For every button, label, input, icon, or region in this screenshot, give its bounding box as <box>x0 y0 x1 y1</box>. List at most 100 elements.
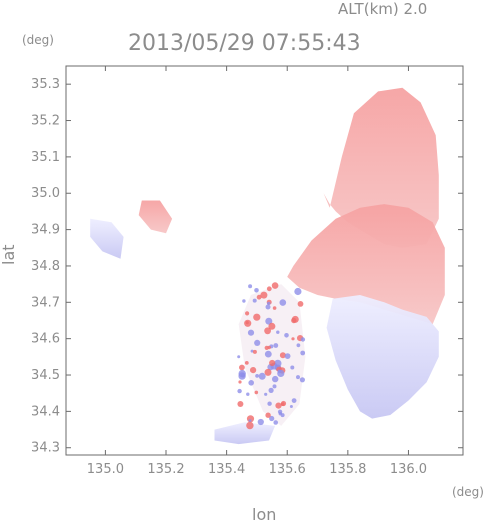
x-tick-label: 135.2 <box>147 462 184 477</box>
echo-speckle <box>265 317 273 325</box>
echo-speckle <box>254 288 259 293</box>
x-unit-label: (deg) <box>452 485 484 499</box>
echo-speckle <box>258 372 266 380</box>
echo-speckle <box>256 294 262 300</box>
echo-speckle <box>294 287 302 296</box>
echo-speckle <box>296 343 301 348</box>
echo-speckle <box>300 350 306 356</box>
y-tick-label: 34.6 <box>31 332 60 347</box>
x-tick-label: 135.0 <box>87 462 124 477</box>
y-unit-label: (deg) <box>22 33 54 47</box>
echo-speckle <box>289 405 293 408</box>
y-tick-label: 35.2 <box>31 114 60 129</box>
echo-speckle <box>248 284 253 289</box>
echo-speckle <box>238 372 246 380</box>
echo-speckle <box>245 311 250 316</box>
echo-speckle <box>266 286 272 292</box>
echo-speckle <box>268 387 274 393</box>
echo-speckle <box>271 282 279 289</box>
echo-speckle <box>247 329 255 336</box>
echo-speckle <box>300 337 306 342</box>
echo-speckle <box>275 402 282 409</box>
echo-region-northwest-fragment <box>90 218 124 259</box>
x-tick-label: 135.6 <box>269 462 306 477</box>
echo-layer <box>90 87 445 445</box>
echo-speckle <box>244 319 252 327</box>
echo-speckle <box>237 355 241 359</box>
echo-speckle <box>252 349 257 354</box>
y-tick-label: 35.3 <box>31 77 60 92</box>
echo-speckle <box>284 333 289 338</box>
y-tick-label: 34.7 <box>31 295 60 310</box>
echo-speckle <box>269 359 276 367</box>
y-tick-label: 34.9 <box>31 223 60 238</box>
y-tick-label: 34.3 <box>31 441 60 456</box>
y-tick-label: 35.1 <box>31 150 60 165</box>
echo-speckle <box>276 330 280 334</box>
echo-speckle <box>257 418 264 426</box>
echo-speckle <box>290 365 295 370</box>
echo-region-north-fragment <box>138 200 173 234</box>
echo-speckle <box>264 350 272 358</box>
echo-speckle <box>291 337 295 341</box>
echo-speckle <box>284 353 291 359</box>
echo-region-central-east-echo <box>287 204 445 325</box>
y-axis-ticks: 34.3 34.4 34.5 34.6 34.7 34.8 34.9 35.0 35.1 35.2… <box>31 77 463 456</box>
echo-speckle <box>277 369 285 377</box>
echo-speckle <box>267 401 272 406</box>
echo-region-north-main-echo <box>323 87 439 248</box>
echo-speckle <box>272 306 277 310</box>
plot-frame <box>65 65 464 456</box>
echo-speckle <box>269 415 275 422</box>
x-axis-title: lon <box>252 505 276 521</box>
echo-speckle <box>246 421 254 430</box>
echo-speckle <box>246 392 250 396</box>
echo-speckle <box>267 345 271 350</box>
echo-speckle <box>254 339 261 346</box>
echo-speckle <box>250 367 257 374</box>
echo-region-southwest-fragment <box>214 422 276 445</box>
echo-speckle <box>272 384 277 389</box>
echo-speckle <box>267 301 271 306</box>
echo-speckle <box>279 352 286 359</box>
echo-speckle <box>273 343 279 348</box>
echo-speckle <box>272 375 279 383</box>
echo-speckle <box>244 361 249 365</box>
echo-speckle <box>265 412 271 418</box>
echo-speckle <box>237 401 244 407</box>
echo-speckle <box>250 349 254 353</box>
echo-speckle <box>291 315 299 323</box>
echo-speckle <box>238 380 242 384</box>
y-axis-title: lat <box>0 244 18 265</box>
echo-speckle <box>279 299 287 306</box>
plot-area: 135.0 135.2 135.4 135.6 135.8 136.0 34.334.43… <box>31 65 464 477</box>
x-tick-label: 136.0 <box>390 462 427 477</box>
echo-speckle <box>291 398 297 403</box>
echo-speckle <box>296 375 300 380</box>
echo-speckle <box>297 301 304 307</box>
echo-speckle <box>280 402 285 406</box>
echo-speckle <box>255 374 259 378</box>
echo-speckle <box>268 322 276 330</box>
echo-speckle <box>253 313 261 321</box>
y-tick-label: 34.4 <box>31 404 60 419</box>
echo-speckle <box>254 390 259 395</box>
chart-timestamp: 2013/05/29 07:55:43 <box>128 31 361 56</box>
echo-speckle <box>264 368 272 376</box>
x-tick-label: 135.4 <box>208 462 245 477</box>
echo-speckle <box>277 409 283 414</box>
echo-speckle <box>299 377 305 383</box>
echo-speckle <box>264 392 268 396</box>
echo-speckle <box>248 380 254 386</box>
echo-region-central-scatter <box>238 284 306 426</box>
echo-speckle <box>242 299 246 303</box>
altitude-label: ALT(km) 2.0 <box>338 0 427 18</box>
echo-speckle <box>248 419 252 423</box>
echo-speckle <box>273 420 279 425</box>
echo-speckle <box>239 364 245 371</box>
y-tick-label: 35.0 <box>31 186 60 201</box>
y-tick-label: 34.8 <box>31 259 60 274</box>
echo-speckle <box>252 298 257 303</box>
echo-speckle <box>237 388 242 394</box>
